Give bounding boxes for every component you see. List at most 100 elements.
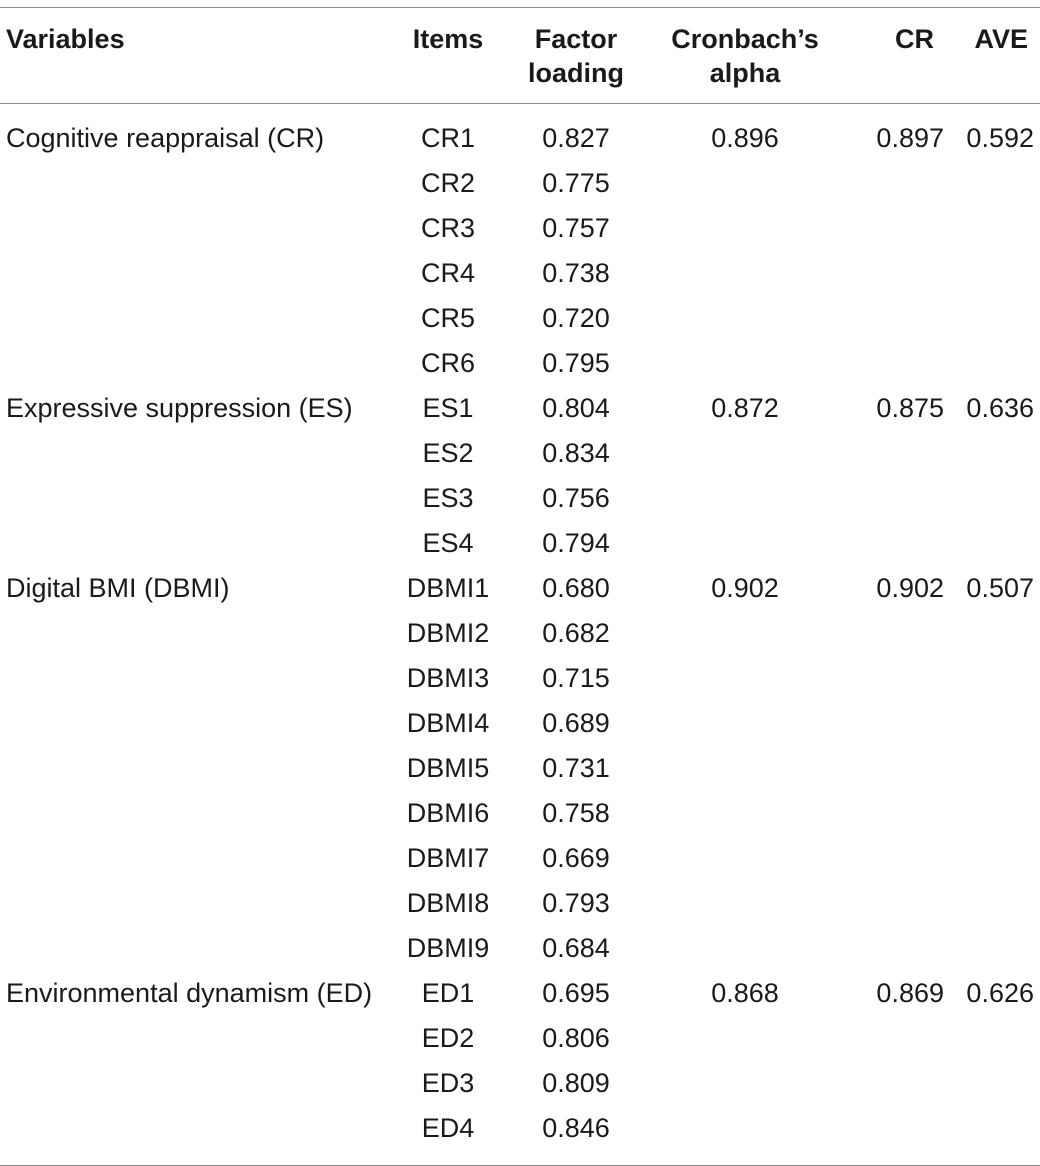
table-row: DBMI3 0.715 [0,656,1040,701]
cr-cell [844,656,944,701]
variable-cell [0,341,390,386]
cronbach-alpha-cell [646,656,844,701]
factor-loading-cell: 0.715 [542,663,610,693]
cr-cell [844,161,944,206]
ave-cell [944,161,1040,206]
cr-cell [844,836,944,881]
variable-cell [0,701,390,746]
factor-loading-cell: 0.680 [542,573,610,603]
variable-cell: Cognitive reappraisal (CR) [6,123,325,153]
factor-loading-cell: 0.731 [542,753,610,783]
factor-loading-cell: 0.682 [542,618,610,648]
factor-loading-cell: 0.695 [542,978,610,1008]
item-cell: CR2 [420,168,475,198]
item-cell: ES3 [422,483,474,513]
cronbach-alpha-cell [646,791,844,836]
header-cr: CR [895,24,934,54]
ave-cell: 0.507 [966,573,1034,603]
cronbach-alpha-cell [646,251,844,296]
factor-loading-cell: 0.720 [542,303,610,333]
cr-cell [844,881,944,926]
variable-cell [0,251,390,296]
cr-cell [844,791,944,836]
cr-cell [844,521,944,566]
table-row: DBMI9 0.684 [0,926,1040,971]
factor-loading-cell: 0.757 [542,213,610,243]
table-row: ED4 0.846 [0,1106,1040,1166]
ave-cell: 0.592 [966,123,1034,153]
table-row: CR6 0.795 [0,341,1040,386]
cr-cell [844,611,944,656]
variable-cell [0,746,390,791]
factor-loading-cell: 0.738 [542,258,610,288]
cronbach-alpha-cell [646,611,844,656]
item-cell: ED4 [421,1113,475,1143]
factor-loading-cell: 0.809 [542,1068,610,1098]
ave-cell [944,1016,1040,1061]
item-cell: ES2 [422,438,474,468]
ave-cell [944,791,1040,836]
table-row: ES4 0.794 [0,521,1040,566]
cronbach-alpha-cell [646,926,844,971]
item-cell: CR4 [420,258,475,288]
cronbach-alpha-cell [646,1061,844,1106]
table-row: ES3 0.756 [0,476,1040,521]
factor-loading-cell: 0.834 [542,438,610,468]
ave-cell [944,1106,1040,1166]
variable-cell [0,431,390,476]
table-row: Digital BMI (DBMI) DBMI1 0.680 0.902 0.902 0.… [0,566,1040,611]
table-row: DBMI6 0.758 [0,791,1040,836]
item-cell: DBMI9 [406,933,490,963]
factor-loading-cell: 0.804 [542,393,610,423]
item-cell: ES4 [422,528,474,558]
item-cell: DBMI1 [406,573,490,603]
item-cell: DBMI2 [406,618,490,648]
cronbach-alpha-cell [646,1106,844,1166]
item-cell: ES1 [422,393,474,423]
table-row: CR2 0.775 [0,161,1040,206]
header-items: Items [412,24,484,54]
cr-cell [844,701,944,746]
table-row: Environmental dynamism (ED) ED1 0.695 0.868… [0,971,1040,1016]
reliability-table-container: Variables Items Factor loading Cronbach’s… [0,7,1040,1166]
table-row: DBMI5 0.731 [0,746,1040,791]
cr-cell: 0.902 [876,573,944,603]
ave-cell [944,476,1040,521]
cr-cell [844,206,944,251]
item-cell: DBMI7 [406,843,490,873]
ave-cell [944,746,1040,791]
item-cell: ED3 [421,1068,475,1098]
table-row: Cognitive reappraisal (CR) CR1 0.827 0.896 0… [0,104,1040,162]
factor-loading-cell: 0.689 [542,708,610,738]
factor-loading-cell: 0.775 [542,168,610,198]
ave-cell: 0.626 [966,978,1034,1008]
variable-cell [0,521,390,566]
cr-cell [844,296,944,341]
header-ave: AVE [974,24,1028,54]
table-row: DBMI7 0.669 [0,836,1040,881]
cronbach-alpha-cell [646,476,844,521]
table-header: Variables Items Factor loading Cronbach’s… [0,7,1040,104]
variable-cell [0,476,390,521]
cronbach-alpha-cell: 0.902 [711,573,779,603]
cronbach-alpha-cell: 0.896 [711,123,779,153]
ave-cell [944,611,1040,656]
ave-cell [944,251,1040,296]
item-cell: DBMI3 [406,663,490,693]
cr-cell: 0.897 [876,123,944,153]
factor-loading-cell: 0.794 [542,528,610,558]
item-cell: CR6 [420,348,475,378]
table-row: ED3 0.809 [0,1061,1040,1106]
ave-cell [944,926,1040,971]
cr-cell: 0.869 [876,978,944,1008]
variable-cell [0,791,390,836]
factor-loading-cell: 0.846 [542,1113,610,1143]
item-cell: DBMI5 [406,753,490,783]
reliability-table: Variables Items Factor loading Cronbach’s… [0,7,1040,1166]
factor-loading-cell: 0.827 [542,123,610,153]
ave-cell [944,521,1040,566]
item-cell: DBMI6 [406,798,490,828]
table-row: Expressive suppression (ES) ES1 0.804 0.872… [0,386,1040,431]
cronbach-alpha-cell [646,881,844,926]
table-row: DBMI4 0.689 [0,701,1040,746]
